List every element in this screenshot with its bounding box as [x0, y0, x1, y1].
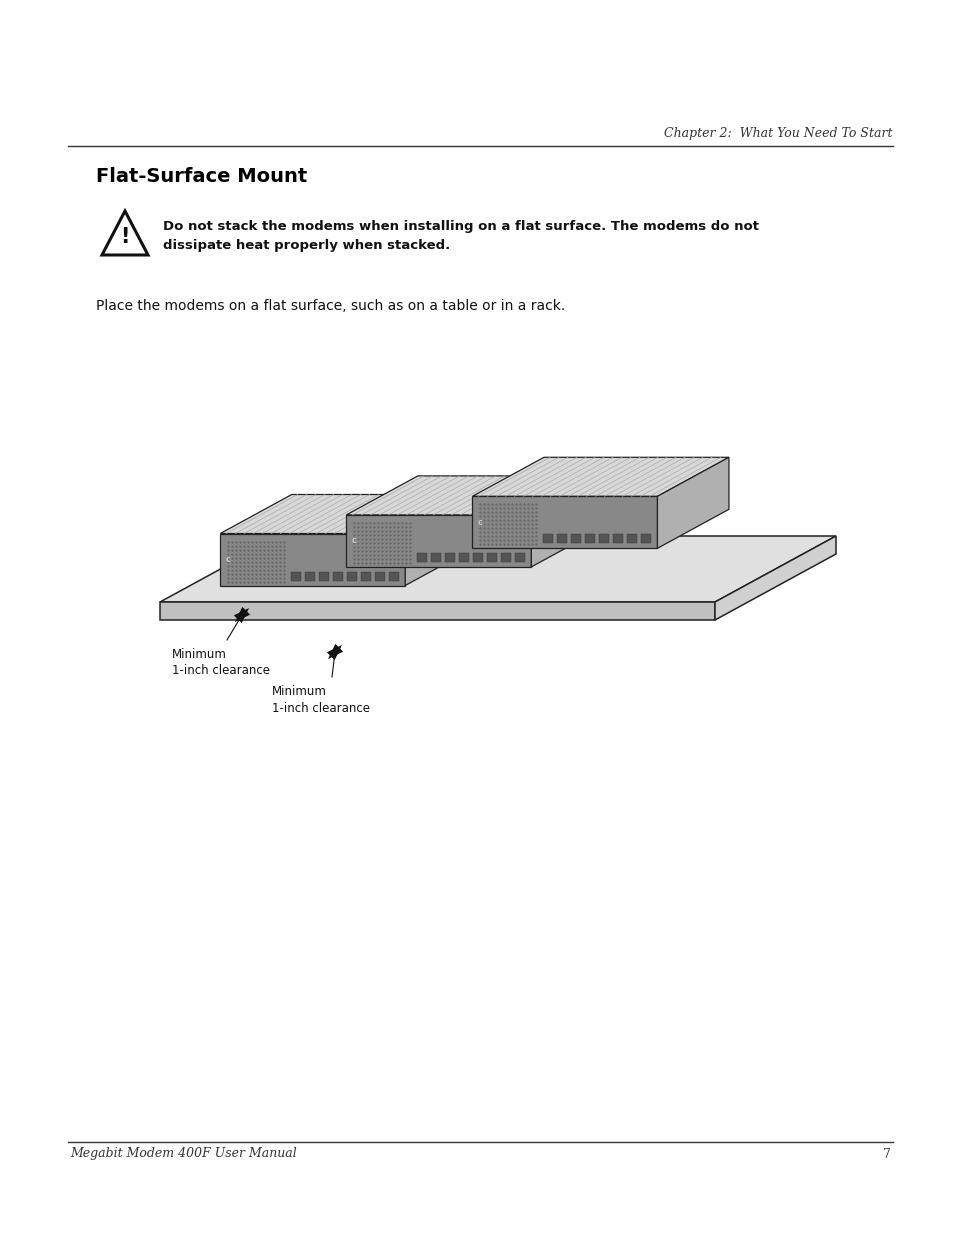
Bar	[375, 572, 384, 580]
Bar	[514, 553, 524, 562]
Text: c: c	[351, 536, 355, 546]
Polygon shape	[328, 643, 343, 659]
Text: Place the modems on a flat surface, such as on a table or in a rack.: Place the modems on a flat surface, such…	[96, 299, 565, 312]
Text: !: !	[120, 227, 130, 247]
Polygon shape	[160, 536, 835, 601]
Polygon shape	[405, 494, 476, 585]
Polygon shape	[220, 494, 476, 534]
Bar	[430, 553, 440, 562]
Polygon shape	[346, 475, 602, 515]
Bar	[416, 553, 426, 562]
Bar	[458, 553, 468, 562]
Bar	[388, 572, 398, 580]
Text: c: c	[225, 555, 230, 564]
Text: Minimum
1-inch clearance: Minimum 1-inch clearance	[172, 648, 270, 678]
Bar	[557, 535, 566, 543]
Bar	[570, 535, 580, 543]
Bar	[304, 572, 314, 580]
Text: Flat-Surface Mount: Flat-Surface Mount	[96, 168, 307, 186]
Bar	[500, 553, 510, 562]
Bar	[598, 535, 608, 543]
Polygon shape	[233, 608, 249, 624]
Polygon shape	[102, 211, 148, 254]
Text: c: c	[476, 517, 481, 527]
Text: Do not stack the modems when installing on a flat surface. The modems do not
dis: Do not stack the modems when installing …	[163, 220, 759, 252]
Bar	[626, 535, 636, 543]
Polygon shape	[531, 475, 602, 567]
Polygon shape	[160, 601, 714, 620]
Bar	[584, 535, 594, 543]
Text: Chapter 2:  What You Need To Start: Chapter 2: What You Need To Start	[664, 126, 892, 140]
Bar	[444, 553, 455, 562]
Polygon shape	[234, 606, 250, 622]
Polygon shape	[346, 515, 531, 567]
Polygon shape	[327, 645, 342, 661]
Bar	[346, 572, 356, 580]
Text: 7: 7	[882, 1147, 890, 1161]
Bar	[640, 535, 650, 543]
Bar	[486, 553, 497, 562]
Text: Megabit Modem 400F User Manual: Megabit Modem 400F User Manual	[70, 1147, 296, 1161]
Polygon shape	[472, 496, 657, 548]
Bar	[333, 572, 342, 580]
Bar	[612, 535, 622, 543]
Polygon shape	[220, 534, 405, 585]
Polygon shape	[657, 457, 728, 548]
Bar	[542, 535, 552, 543]
Bar	[318, 572, 328, 580]
Bar	[472, 553, 482, 562]
Bar	[360, 572, 370, 580]
Bar	[291, 572, 300, 580]
Text: Minimum
1-inch clearance: Minimum 1-inch clearance	[272, 685, 370, 715]
Polygon shape	[472, 457, 728, 496]
Polygon shape	[714, 536, 835, 620]
